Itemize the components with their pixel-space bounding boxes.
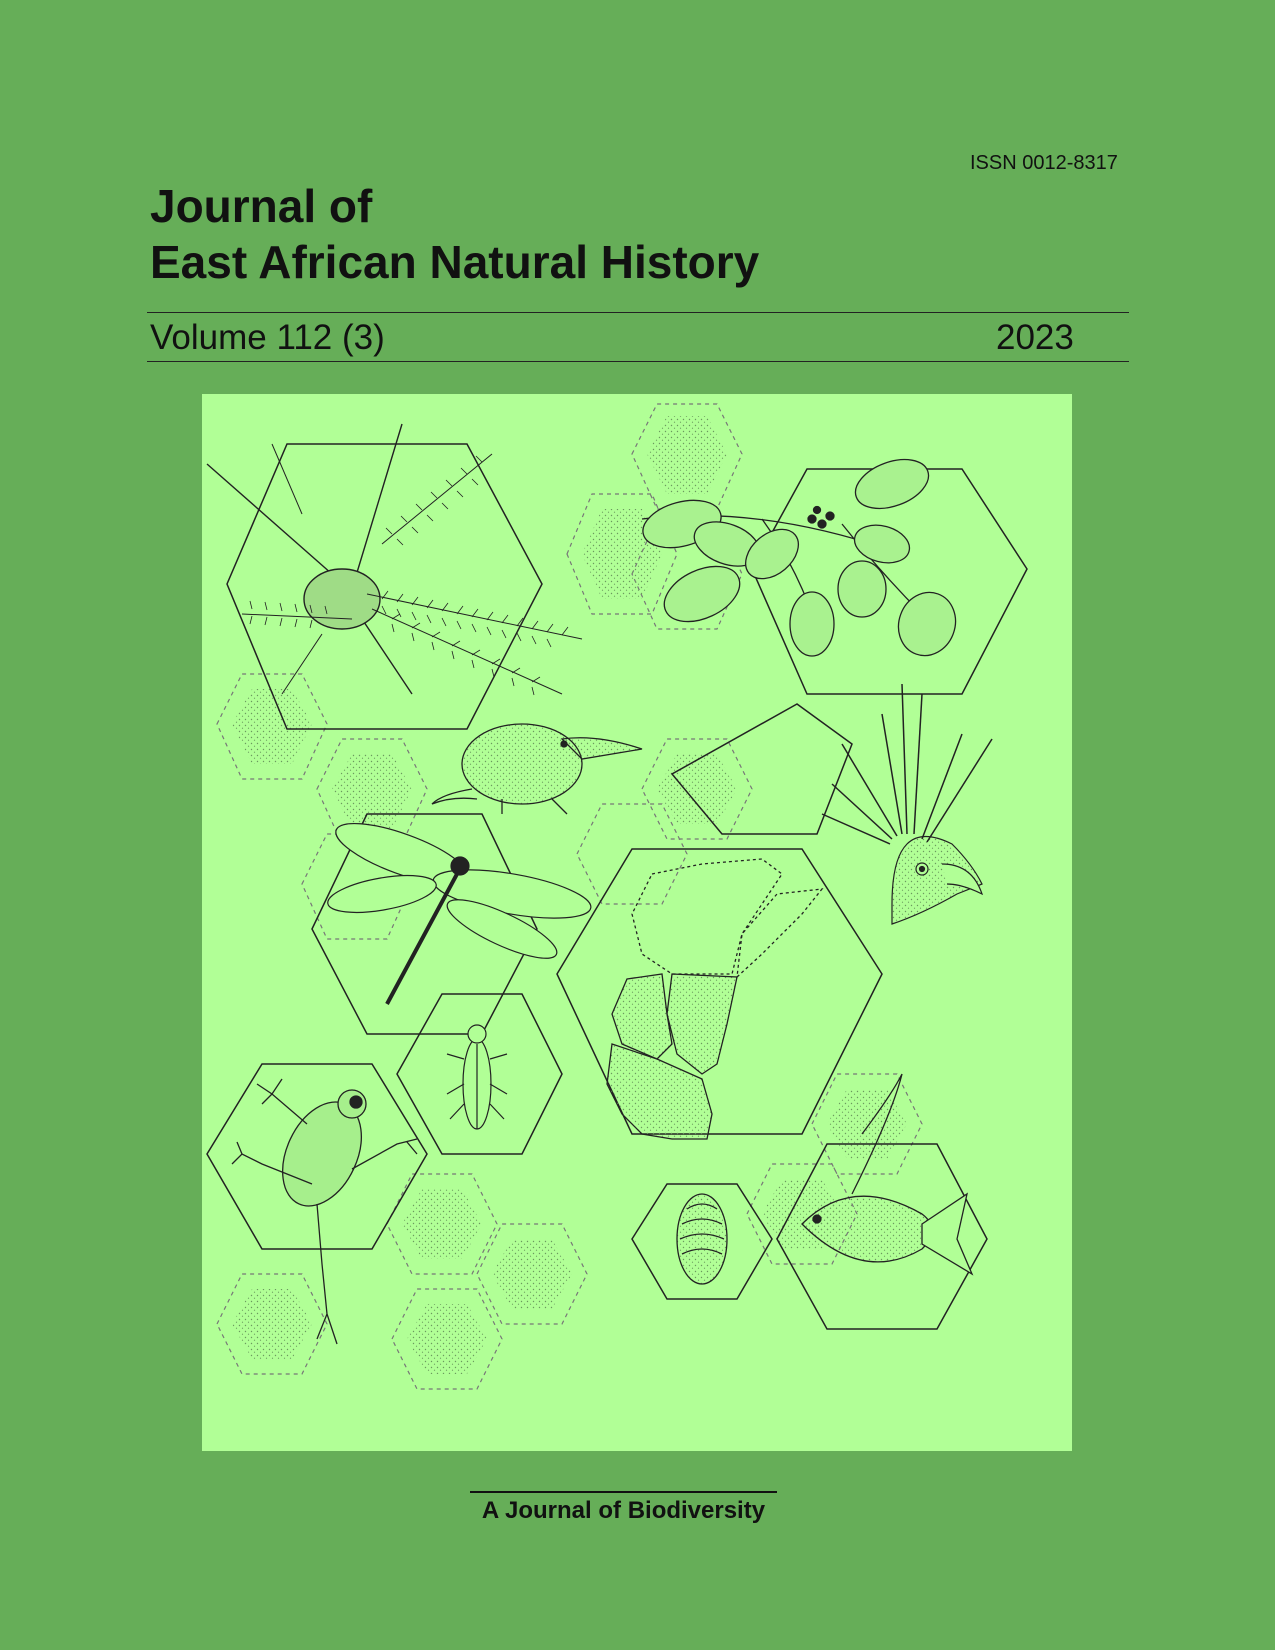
illustration-svg	[206, 403, 1028, 1390]
journal-tagline: A Journal of Biodiversity	[481, 1497, 766, 1524]
bottom-divider	[147, 361, 1129, 362]
journal-title-line-1: Journal of	[150, 180, 373, 232]
crested-bird-icon	[821, 683, 993, 925]
leafy-plant-icon	[641, 458, 957, 657]
dragonfly-icon	[327, 822, 592, 1005]
cover-illustration	[202, 394, 1072, 1451]
east-africa-map-icon	[606, 858, 824, 1140]
publication-year: 2023	[996, 318, 1074, 357]
beetle-icon	[446, 1024, 508, 1130]
tagline-rule	[470, 1491, 777, 1493]
issn-number: ISSN 0012-8317	[970, 152, 1118, 174]
elephant-shrew-icon	[431, 723, 643, 815]
seashell-icon	[676, 1193, 728, 1285]
top-divider	[147, 312, 1129, 313]
acacia-branch-icon	[206, 423, 583, 696]
solid-hexagons	[206, 443, 1028, 1330]
journal-title: Journal of East African Natural History	[150, 178, 1150, 290]
tree-frog-icon	[231, 1078, 418, 1345]
angelfish-icon	[801, 1073, 974, 1276]
journal-title-line-2: East African Natural History	[150, 236, 760, 288]
volume-number: Volume 112 (3)	[150, 318, 385, 357]
